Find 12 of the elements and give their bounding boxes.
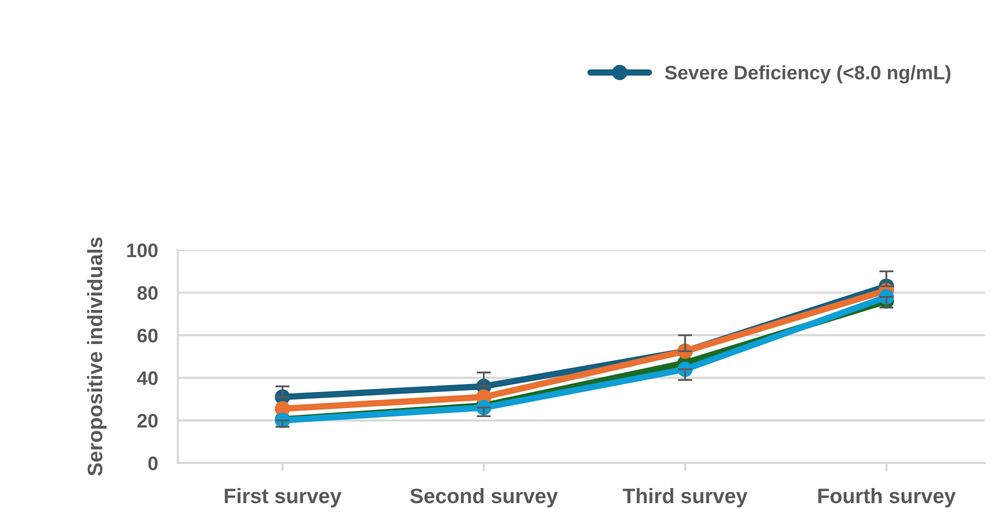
x-tick-label: First survey [224,488,342,508]
legend-label: Severe Deficiency (<8.0 ng/mL) [665,65,950,84]
x-tick-label: Second survey [410,488,558,508]
x-tick-label: Third survey [622,488,748,508]
y-axis-title: Seropositive individuals [87,238,106,476]
y-tick-label: 20 [137,414,158,428]
y-tick-label: 0 [148,456,158,470]
x-tick-label: Fourth survey [818,488,956,508]
y-tick-label: 100 [127,244,158,258]
y-tick-label: 80 [137,286,158,300]
y-tick-label: 40 [137,371,158,386]
y-tick-label: 60 [137,328,158,342]
